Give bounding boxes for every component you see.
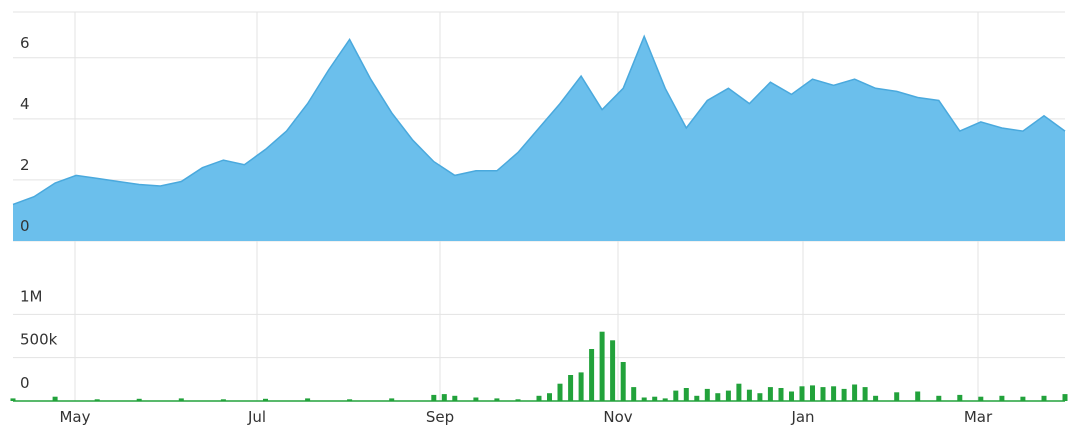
x-tick-label: Jul <box>247 408 266 426</box>
volume-bar <box>1062 394 1068 401</box>
volume-bar <box>820 387 826 401</box>
volume-bar <box>673 390 679 401</box>
volume-bar <box>473 397 479 401</box>
volume-bar <box>610 340 616 401</box>
volume-bar <box>852 384 858 401</box>
volume-bar <box>568 375 574 401</box>
volume-bar <box>841 388 847 401</box>
volume-bar <box>715 393 721 401</box>
volume-bar <box>94 399 100 401</box>
volume-bar <box>736 383 742 401</box>
volume-bar <box>389 398 395 401</box>
volume-bar <box>704 388 710 401</box>
volume-bar <box>494 398 500 401</box>
volume-bar <box>725 390 731 401</box>
volume-y-tick-label: 500k <box>20 331 58 349</box>
x-tick-label: Jan <box>790 408 814 426</box>
volume-bar <box>220 399 226 401</box>
x-tick-labels: May Jul Sep Nov Jan Mar <box>59 408 992 426</box>
volume-bar <box>746 389 752 401</box>
volume-bar <box>831 386 837 401</box>
volume-bar <box>1041 395 1047 401</box>
volume-bar <box>767 387 773 401</box>
price-area <box>13 36 1065 242</box>
volume-bar <box>894 392 900 401</box>
price-line <box>12 34 1066 206</box>
price-y-tick-label: 6 <box>20 34 30 52</box>
volume-bar <box>10 398 16 401</box>
volume-bar <box>178 398 184 401</box>
volume-bar <box>631 387 637 401</box>
volume-bar <box>52 396 58 401</box>
volume-bar <box>999 395 1005 401</box>
volume-bar <box>431 394 437 401</box>
volume-bar <box>263 398 268 401</box>
price-y-tick-label: 4 <box>20 95 30 113</box>
volume-bar <box>862 387 868 401</box>
volume-bar <box>778 388 784 401</box>
volume-bar <box>810 385 815 401</box>
volume-bar <box>662 398 668 401</box>
volume-bar <box>136 398 142 401</box>
y-tick-labels: 0 2 4 6 0 500k 1M <box>20 34 58 392</box>
volume-bar <box>305 398 311 401</box>
price-y-tick-label: 2 <box>20 156 30 174</box>
volume-bar <box>936 395 942 401</box>
volume-bar <box>957 394 963 401</box>
volume-y-tick-label: 1M <box>20 287 43 305</box>
volume-bar <box>620 362 626 401</box>
volume-bar <box>799 386 805 401</box>
volume-bar <box>536 395 542 401</box>
volume-bar <box>578 372 584 401</box>
volume-bar <box>683 388 689 401</box>
volume-bar <box>915 391 921 401</box>
volume-bar <box>694 395 700 401</box>
volume-bar <box>557 383 563 401</box>
volume-bar <box>589 349 595 401</box>
volume-bar <box>978 396 984 401</box>
volume-bar <box>441 394 447 401</box>
x-tick-label: May <box>59 408 90 426</box>
volume-bar <box>347 399 353 401</box>
volume-bar <box>652 396 658 401</box>
price-area-chart <box>12 34 1066 242</box>
volume-bar <box>599 331 605 401</box>
volume-bar <box>789 391 794 401</box>
volume-bar-chart <box>10 331 1068 402</box>
volume-y-tick-label: 0 <box>20 374 30 392</box>
volume-bar <box>452 395 458 401</box>
price-y-tick-label: 0 <box>20 217 30 235</box>
volume-bar <box>1020 396 1026 401</box>
volume-bar <box>757 393 763 401</box>
x-tick-label: Nov <box>603 408 632 426</box>
volume-bar <box>873 395 879 401</box>
volume-bar <box>547 393 552 401</box>
x-tick-label: Mar <box>964 408 993 426</box>
volume-bar <box>641 397 647 401</box>
volume-bar <box>515 399 521 401</box>
x-tick-label: Sep <box>426 408 454 426</box>
